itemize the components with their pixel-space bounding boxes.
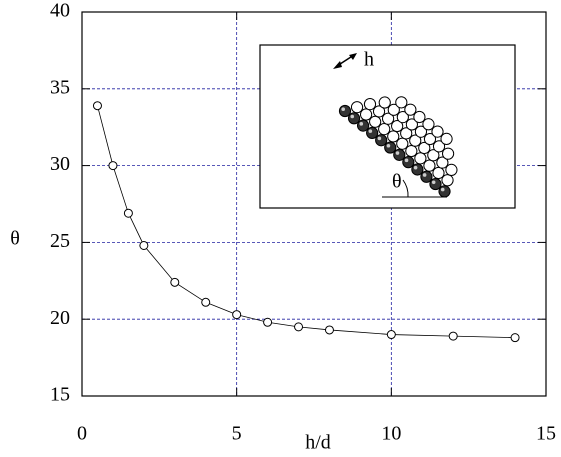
grain-highlight — [395, 151, 400, 155]
grain — [431, 125, 444, 138]
y-tick-label: 25 — [50, 230, 70, 252]
angle-arc — [402, 179, 409, 198]
grain — [372, 105, 386, 118]
grain — [369, 115, 382, 128]
grain — [396, 137, 409, 150]
grain — [363, 98, 377, 111]
grain — [404, 103, 417, 116]
grain — [391, 119, 404, 133]
grain — [411, 163, 424, 176]
grain-highlight — [404, 158, 409, 163]
grain — [413, 110, 426, 124]
grain — [432, 166, 445, 180]
grain — [384, 141, 397, 154]
grain — [378, 123, 391, 136]
data-point — [170, 277, 180, 287]
grain — [359, 108, 373, 121]
x-axis-label: h/d — [305, 432, 331, 454]
grain — [420, 170, 433, 183]
grain-highlight — [431, 180, 436, 185]
grain — [418, 141, 431, 155]
grain-highlight — [440, 187, 445, 192]
x-tick-label: 10 — [381, 423, 401, 445]
data-point — [263, 317, 273, 327]
data-point — [510, 333, 520, 343]
grain — [387, 103, 400, 116]
grain — [438, 185, 451, 198]
grain-highlight — [359, 122, 364, 126]
data-point — [448, 331, 458, 341]
x-tick-label: 15 — [536, 423, 556, 445]
grain — [338, 104, 352, 118]
grain — [347, 112, 361, 125]
grain — [423, 132, 437, 146]
grain — [440, 132, 453, 145]
grain-highlight — [422, 173, 427, 177]
arrow-head — [349, 53, 357, 60]
data-point — [201, 297, 211, 307]
grain — [356, 119, 370, 132]
grain — [427, 149, 440, 162]
grain-highlight — [368, 129, 373, 133]
data-point — [139, 240, 149, 250]
data-point — [324, 325, 334, 335]
grain — [441, 147, 455, 160]
arrow-head — [333, 61, 342, 69]
grain-highlight — [413, 165, 418, 170]
grain — [422, 118, 435, 131]
grain — [350, 101, 364, 114]
y-tick-label: 30 — [50, 153, 70, 175]
grain — [378, 96, 391, 109]
grain — [405, 118, 418, 131]
grain — [432, 140, 446, 153]
y-tick-label: 40 — [50, 0, 70, 22]
grain-highlight — [350, 114, 355, 119]
grain — [366, 126, 379, 140]
x-tick-label: 0 — [77, 423, 87, 445]
data-point — [123, 208, 133, 218]
grain — [387, 130, 400, 143]
grain — [381, 112, 395, 125]
grain — [423, 159, 436, 172]
grain — [414, 152, 427, 165]
grain — [405, 144, 418, 158]
grain — [402, 156, 415, 169]
grain-highlight — [341, 107, 346, 111]
grain — [396, 111, 409, 124]
grain — [436, 156, 449, 169]
grain — [400, 127, 413, 140]
data-point — [232, 310, 242, 320]
grain — [414, 125, 428, 138]
data-point — [294, 322, 304, 332]
inset-diagram: h θ — [259, 44, 516, 209]
x-tick-label: 5 — [232, 423, 242, 445]
annotation: h — [364, 49, 374, 71]
plot-frame — [81, 11, 547, 397]
y-tick-label: 20 — [50, 307, 70, 329]
grain — [395, 96, 408, 109]
y-tick-label: 35 — [50, 76, 70, 98]
grain — [445, 163, 458, 176]
grain — [429, 177, 442, 191]
grain — [409, 134, 422, 147]
data-point — [386, 330, 396, 340]
grain — [393, 148, 406, 161]
data-point — [92, 101, 102, 111]
annotation: θ — [392, 171, 402, 193]
grain — [375, 134, 388, 147]
grain-highlight — [377, 136, 382, 141]
data-point — [108, 161, 118, 171]
y-axis-label: θ — [10, 228, 20, 250]
grain — [441, 174, 454, 187]
y-tick-label: 15 — [50, 384, 70, 406]
grain-highlight — [386, 143, 391, 148]
